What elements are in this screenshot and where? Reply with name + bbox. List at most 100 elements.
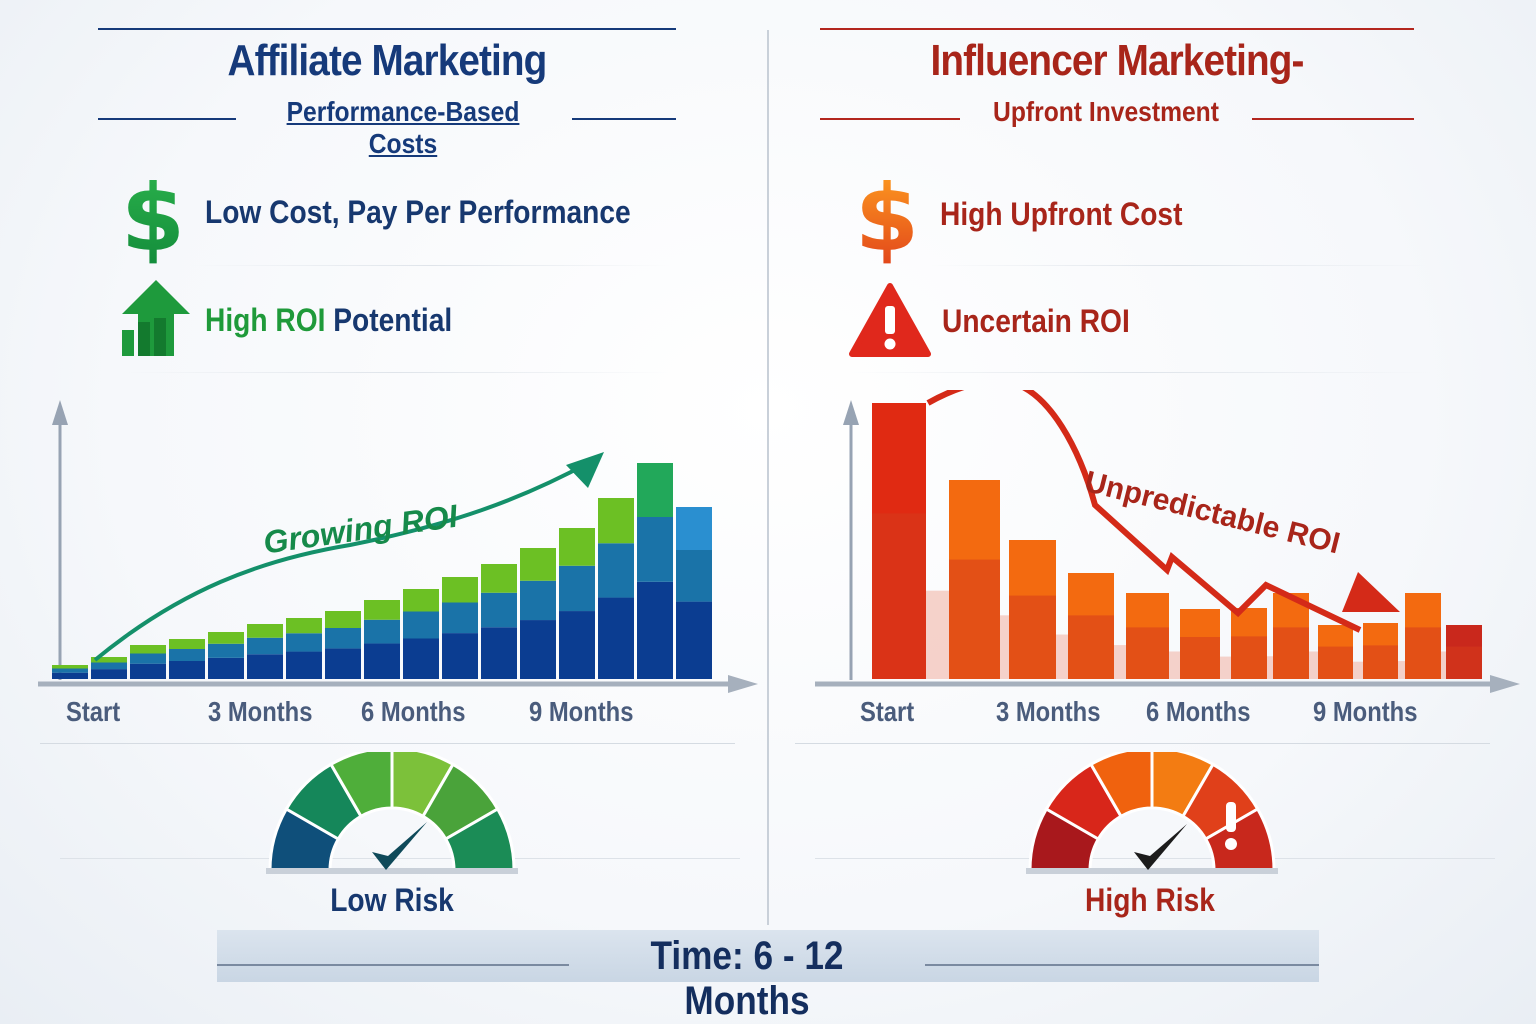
bar-segment: [286, 618, 322, 634]
gauge-segment: [328, 752, 394, 819]
right-title: Influencer Marketing-: [930, 36, 1304, 85]
time-banner: [217, 930, 1319, 982]
bar: [559, 528, 595, 679]
right-sub-rule-l: [820, 118, 960, 120]
bar-shadow: [1056, 634, 1068, 679]
bar-segment: [481, 564, 517, 593]
bar-segment: [52, 668, 88, 673]
bar-bottom: [1273, 627, 1309, 679]
bar-bottom: [1446, 646, 1482, 679]
bar-segment: [130, 663, 166, 679]
gauge-base: [1026, 868, 1278, 874]
feature-high-upfront-cost: High Upfront Cost: [940, 196, 1183, 232]
dollar-icon: $: [121, 168, 185, 264]
high-risk-label: High Risk: [1085, 882, 1215, 918]
time-label: Time: 6 - 12 Months: [650, 934, 844, 1023]
bar-shadow: [1220, 656, 1231, 679]
bar: [364, 600, 400, 679]
bar-shadow: [1441, 651, 1446, 679]
bar-segment: [286, 633, 322, 652]
bar: [325, 611, 361, 679]
bar-segment: [208, 643, 244, 658]
bar-segment: [247, 654, 283, 679]
bar-segment: [637, 517, 673, 582]
bar-segment: [325, 648, 361, 679]
y-axis-arrow-icon: [52, 400, 68, 425]
bar: [520, 548, 556, 679]
bar-segment: [325, 611, 361, 628]
bar-bottom: [1009, 595, 1056, 679]
bar-segment: [637, 581, 673, 679]
center-divider: [767, 30, 769, 925]
left-chart-separator: [40, 743, 735, 744]
bar-segment: [403, 611, 439, 639]
bar-bottom: [1231, 636, 1267, 679]
bar-segment: [520, 620, 556, 679]
feature-high-roi-accent: High ROI: [205, 302, 326, 338]
x-label-9-months: 9 Months: [1313, 696, 1418, 727]
bar-segment: [208, 657, 244, 679]
bar-shadow: [1353, 661, 1363, 679]
bar-shadow: [1169, 651, 1180, 679]
bar-shadow: [1114, 645, 1126, 679]
bar-bottom: [1363, 645, 1398, 679]
bar-bottom: [1068, 615, 1114, 679]
x-axis-arrow-icon: [728, 675, 758, 693]
bar: [598, 498, 634, 679]
bar: [1009, 540, 1068, 679]
growing-roi-label: Growing ROI: [261, 498, 461, 561]
bar: [91, 657, 127, 679]
right-top-rule: [820, 28, 1414, 30]
unpredictable-roi-label: Unpredictable ROI: [1081, 465, 1343, 560]
svg-text:$: $: [121, 168, 185, 264]
checkmark-icon: [1134, 824, 1187, 870]
bar: [872, 403, 949, 679]
bar: [247, 624, 283, 679]
bar-segment: [559, 528, 595, 566]
bar-bottom: [872, 513, 926, 679]
bar: [1363, 623, 1405, 679]
bar: [286, 618, 322, 679]
growth-arrow-icon: [122, 280, 190, 356]
exclamation-icon: [1225, 802, 1237, 850]
bar-segment: [130, 645, 166, 654]
gauge-segment: [1088, 752, 1154, 819]
checkmark-icon: [372, 822, 427, 870]
bar: [481, 564, 517, 679]
bar: [637, 463, 673, 679]
growing-roi-arrow: [93, 460, 591, 662]
bar-segment: [598, 498, 634, 544]
y-axis-arrow-icon: [843, 400, 859, 425]
unpredictable-roi-arrow: [926, 390, 1362, 633]
bar-segment: [91, 662, 127, 670]
bar-segment: [481, 627, 517, 679]
bar-bottom: [1180, 637, 1220, 679]
low-risk-label: Low Risk: [330, 882, 454, 918]
left-gauge-rule: [60, 858, 740, 859]
left-top-rule: [98, 28, 676, 30]
bar-segment: [52, 665, 88, 669]
bar-segment: [286, 651, 322, 679]
bar-segment: [598, 543, 634, 598]
bar-bottom: [949, 559, 1000, 679]
right-separator: [930, 265, 1430, 266]
feature-high-roi-rest: Potential: [325, 302, 453, 338]
bar: [208, 632, 244, 679]
bar-segment: [208, 632, 244, 644]
right-roi-chart: Unpredictable ROI: [815, 390, 1520, 693]
bar-bottom: [1405, 627, 1441, 679]
svg-text:$: $: [855, 168, 919, 264]
feature-uncertain-roi: Uncertain ROI: [942, 303, 1130, 339]
bar-shadow: [1267, 656, 1273, 679]
bar-segment: [403, 638, 439, 679]
bar-segment: [403, 589, 439, 612]
dollar-icon: $: [855, 168, 919, 264]
bar-shadow: [1000, 615, 1009, 679]
bar-segment: [364, 600, 400, 620]
low-risk-gauge: [266, 752, 518, 874]
x-label-6-months: 6 Months: [1146, 696, 1251, 727]
bar-segment: [442, 633, 478, 679]
x-label-9-months: 9 Months: [529, 696, 634, 727]
high-risk-gauge: [1026, 752, 1278, 874]
left-sub-rule-r: [572, 118, 676, 120]
